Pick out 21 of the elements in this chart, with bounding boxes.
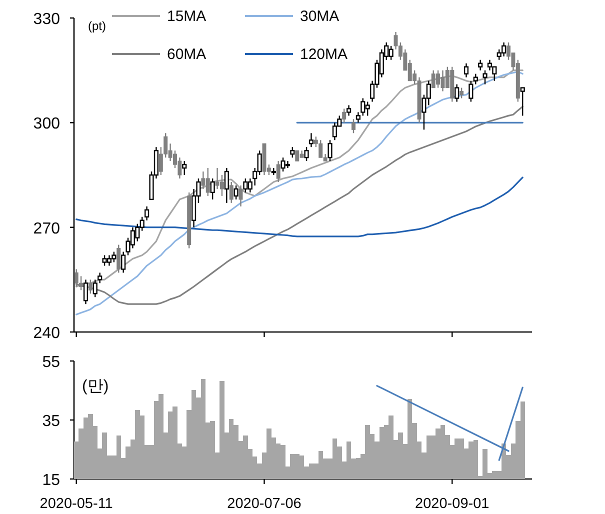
y-tick-label: 55: [42, 354, 60, 371]
x-tick-label: 2020-05-11: [40, 496, 113, 512]
y-tick-label: 240: [33, 325, 60, 342]
y-tick-label: 270: [33, 220, 60, 238]
legend-item: 120MA: [245, 46, 348, 63]
legend-label: 30MA: [300, 8, 340, 25]
y-tick-label: 330: [33, 11, 60, 28]
y-axis-title: (pt): [88, 19, 106, 33]
legend-label: 120MA: [300, 46, 348, 63]
legend-item: 60MA: [112, 46, 206, 63]
legend-item: 30MA: [245, 8, 340, 25]
x-tick-label: 2020-07-06: [227, 496, 302, 512]
line-series: [76, 176, 524, 238]
y-axis-title: (만): [82, 378, 109, 395]
legend-label: 15MA: [167, 8, 206, 25]
legend-item: 15MA: [112, 8, 206, 25]
y-tick-label: 15: [42, 472, 60, 489]
legend-label: 60MA: [167, 46, 206, 63]
y-tick-label: 300: [33, 116, 60, 133]
x-tick-label: 2020-09-01: [415, 496, 490, 512]
y-tick-label: 35: [42, 413, 60, 430]
